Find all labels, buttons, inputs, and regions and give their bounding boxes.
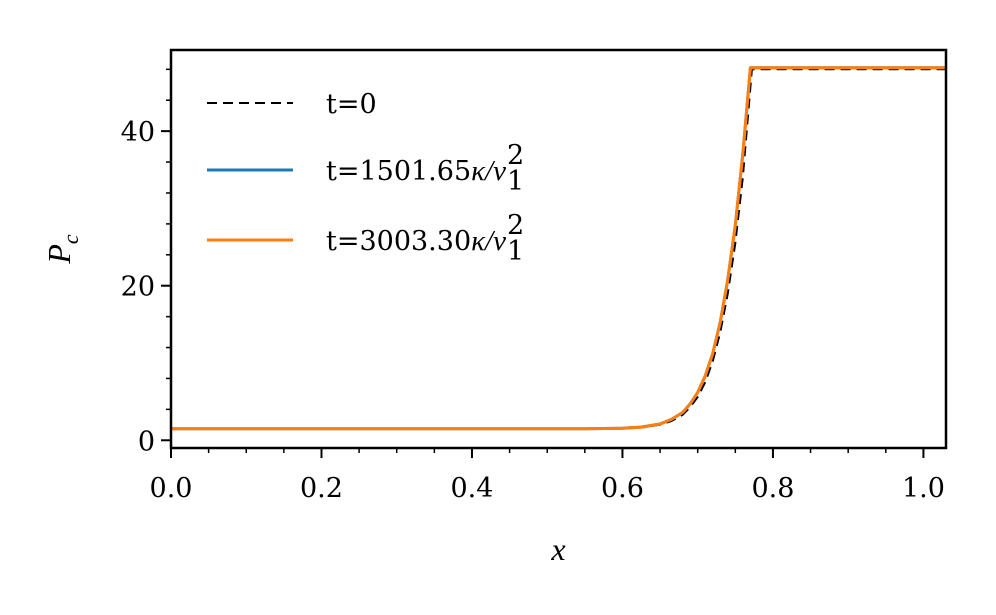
x-tick-label: 0.4 xyxy=(450,473,493,504)
y-tick-label: 0 xyxy=(138,426,155,457)
ticks-layer: 0.0 0.2 0.4 0.6 0.8 1.0 0 20 40 xyxy=(121,68,945,504)
legend-label-sub: 1 xyxy=(507,166,524,197)
legend-label-sup: 2 xyxy=(507,210,524,241)
y-axis-label-subscript: c xyxy=(58,234,83,244)
x-axis-label: x xyxy=(550,531,565,567)
legend-label-3: t=3003.30κ/v xyxy=(326,225,506,257)
legend-label-sub: 1 xyxy=(507,236,524,267)
legend-label-sup: 2 xyxy=(507,140,524,171)
series-line-1 xyxy=(171,68,946,430)
x-tick-label: 0.2 xyxy=(300,473,343,504)
x-tick-label: 0.0 xyxy=(150,473,193,504)
series-line-2 xyxy=(171,66,946,431)
plot-frame xyxy=(169,48,948,450)
legend-label-2: t=1501.65κ/v xyxy=(326,155,506,187)
legend: t=0t=1501.65κ/v 21t=3003.30κ/v 21 xyxy=(207,89,524,267)
series-layer xyxy=(171,66,946,431)
x-tick-label: 0.8 xyxy=(751,473,794,504)
y-axis-label: Pc xyxy=(41,234,83,265)
y-tick-label: 40 xyxy=(121,117,155,148)
legend-label-1: t=0 xyxy=(326,89,377,120)
x-tick-label: 1.0 xyxy=(902,473,945,504)
x-tick-label: 0.6 xyxy=(601,473,644,504)
y-tick-label: 20 xyxy=(121,272,155,303)
series-line-3 xyxy=(171,66,946,431)
